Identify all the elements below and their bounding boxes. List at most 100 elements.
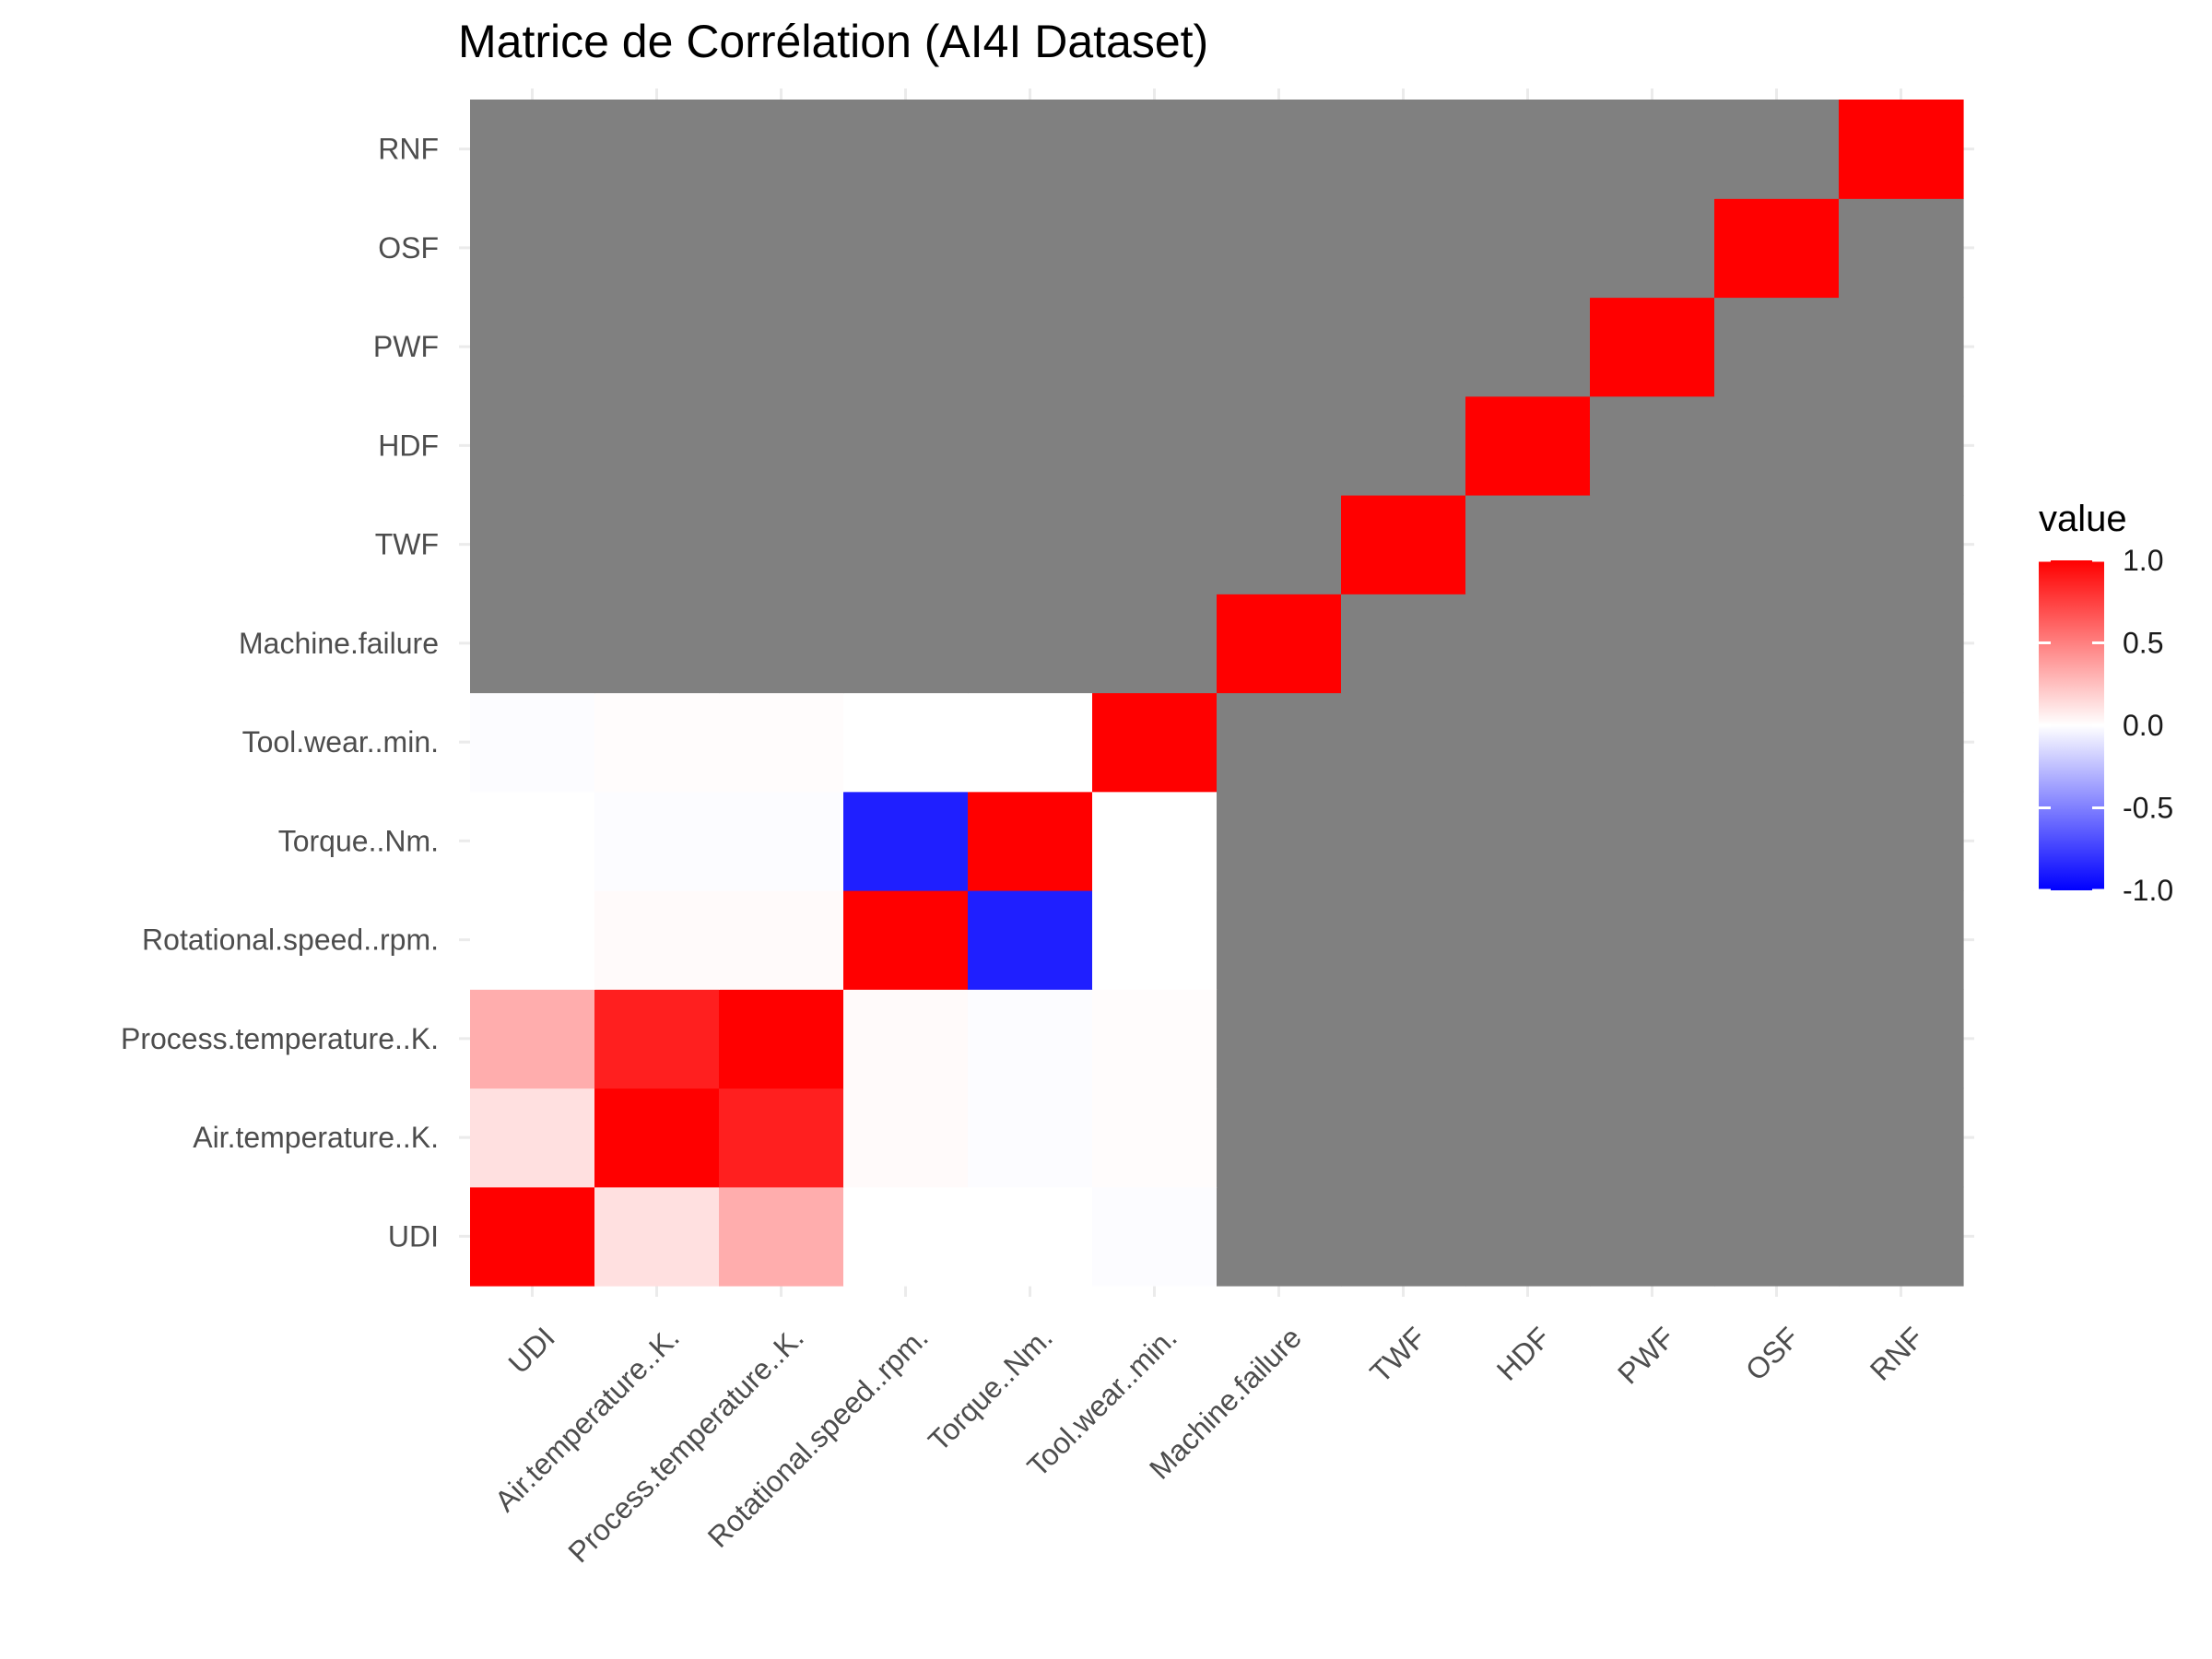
- cell-tool-wear-min-udi: [470, 692, 595, 793]
- cell-air-temperature-k-tool-wear-min: [1092, 1088, 1218, 1188]
- cell-torque-nm-rotational-speed-rpm: [843, 791, 969, 891]
- cell-machine-failure-hdf: [1465, 594, 1591, 694]
- legend-label: 0.0: [2123, 709, 2163, 742]
- heatmap-cells: [470, 100, 1964, 1287]
- cell-rotational-speed-rpm-tool-wear-min: [1092, 890, 1218, 990]
- y-tick-label-udi: UDI: [388, 1219, 439, 1253]
- cell-machine-failure-rnf: [1839, 594, 1964, 694]
- cell-hdf-process-temperature-k: [719, 395, 844, 496]
- cell-hdf-twf: [1341, 395, 1466, 496]
- cell-hdf-machine-failure: [1217, 395, 1342, 496]
- cell-rnf-osf: [1714, 100, 1840, 199]
- cell-air-temperature-k-hdf: [1465, 1088, 1591, 1188]
- color-legend: value 1.0 0.5 0.0 -0.5 -1.0: [2039, 499, 2173, 907]
- cell-process-temperature-k-udi: [470, 989, 595, 1089]
- cell-rotational-speed-rpm-air-temperature-k: [594, 890, 720, 990]
- cell-pwf-pwf: [1590, 297, 1715, 397]
- cell-udi-machine-failure: [1217, 1186, 1342, 1287]
- cell-air-temperature-k-twf: [1341, 1088, 1466, 1188]
- cell-pwf-udi: [470, 297, 595, 397]
- cell-torque-nm-machine-failure: [1217, 791, 1342, 891]
- x-tick-label-pwf: PWF: [1611, 1321, 1681, 1391]
- cell-rnf-pwf: [1590, 100, 1715, 199]
- cell-torque-nm-rnf: [1839, 791, 1964, 891]
- cell-pwf-torque-nm: [968, 297, 1093, 397]
- cell-rnf-tool-wear-min: [1092, 100, 1218, 199]
- cell-udi-rnf: [1839, 1186, 1964, 1287]
- y-tick-label-pwf: PWF: [373, 330, 439, 363]
- cell-udi-twf: [1341, 1186, 1466, 1287]
- cell-torque-nm-torque-nm: [968, 791, 1093, 891]
- cell-udi-udi: [470, 1186, 595, 1287]
- cell-tool-wear-min-pwf: [1590, 692, 1715, 793]
- cell-tool-wear-min-twf: [1341, 692, 1466, 793]
- cell-rotational-speed-rpm-pwf: [1590, 890, 1715, 990]
- cell-machine-failure-machine-failure: [1217, 594, 1342, 694]
- cell-hdf-tool-wear-min: [1092, 395, 1218, 496]
- cell-tool-wear-min-machine-failure: [1217, 692, 1342, 793]
- cell-udi-tool-wear-min: [1092, 1186, 1218, 1287]
- cell-osf-udi: [470, 198, 595, 299]
- cell-tool-wear-min-osf: [1714, 692, 1840, 793]
- cell-machine-failure-twf: [1341, 594, 1466, 694]
- x-tick-label-rnf: RNF: [1864, 1321, 1930, 1387]
- x-tick-label-process-temperature-k: Process.temperature..K.: [561, 1321, 809, 1569]
- cell-torque-nm-udi: [470, 791, 595, 891]
- y-tick-label-hdf: HDF: [378, 429, 439, 462]
- cell-hdf-air-temperature-k: [594, 395, 720, 496]
- cell-osf-tool-wear-min: [1092, 198, 1218, 299]
- cell-machine-failure-rotational-speed-rpm: [843, 594, 969, 694]
- cell-osf-pwf: [1590, 198, 1715, 299]
- cell-rnf-udi: [470, 100, 595, 199]
- cell-air-temperature-k-osf: [1714, 1088, 1840, 1188]
- cell-osf-osf: [1714, 198, 1840, 299]
- cell-torque-nm-twf: [1341, 791, 1466, 891]
- cell-osf-process-temperature-k: [719, 198, 844, 299]
- cell-osf-hdf: [1465, 198, 1591, 299]
- cell-process-temperature-k-hdf: [1465, 989, 1591, 1089]
- cell-osf-torque-nm: [968, 198, 1093, 299]
- cell-udi-air-temperature-k: [594, 1186, 720, 1287]
- cell-rotational-speed-rpm-twf: [1341, 890, 1466, 990]
- cell-udi-pwf: [1590, 1186, 1715, 1287]
- cell-twf-hdf: [1465, 495, 1591, 594]
- cell-air-temperature-k-machine-failure: [1217, 1088, 1342, 1188]
- cell-pwf-hdf: [1465, 297, 1591, 397]
- cell-pwf-rnf: [1839, 297, 1964, 397]
- x-tick-label-twf: TWF: [1363, 1321, 1431, 1389]
- cell-machine-failure-air-temperature-k: [594, 594, 720, 694]
- cell-process-temperature-k-osf: [1714, 989, 1840, 1089]
- cell-twf-osf: [1714, 495, 1840, 594]
- y-axis-tick-labels: UDI Air.temperature..K. Process.temperatur…: [121, 133, 439, 1253]
- cell-pwf-air-temperature-k: [594, 297, 720, 397]
- cell-osf-rotational-speed-rpm: [843, 198, 969, 299]
- cell-twf-tool-wear-min: [1092, 495, 1218, 594]
- cell-machine-failure-pwf: [1590, 594, 1715, 694]
- cell-rotational-speed-rpm-machine-failure: [1217, 890, 1342, 990]
- cell-udi-osf: [1714, 1186, 1840, 1287]
- cell-rotational-speed-rpm-hdf: [1465, 890, 1591, 990]
- cell-tool-wear-min-tool-wear-min: [1092, 692, 1218, 793]
- y-tick-label-rotational-speed-rpm: Rotational.speed..rpm.: [142, 924, 439, 957]
- cell-hdf-torque-nm: [968, 395, 1093, 496]
- cell-twf-udi: [470, 495, 595, 594]
- legend-title: value: [2039, 499, 2127, 539]
- cell-udi-rotational-speed-rpm: [843, 1186, 969, 1287]
- cell-air-temperature-k-torque-nm: [968, 1088, 1093, 1188]
- cell-air-temperature-k-air-temperature-k: [594, 1088, 720, 1188]
- cell-twf-pwf: [1590, 495, 1715, 594]
- cell-machine-failure-process-temperature-k: [719, 594, 844, 694]
- cell-rnf-rnf: [1839, 100, 1964, 199]
- cell-hdf-osf: [1714, 395, 1840, 496]
- cell-hdf-hdf: [1465, 395, 1591, 496]
- cell-rotational-speed-rpm-udi: [470, 890, 595, 990]
- cell-rnf-air-temperature-k: [594, 100, 720, 199]
- cell-process-temperature-k-twf: [1341, 989, 1466, 1089]
- legend-label: -1.0: [2123, 874, 2173, 907]
- cell-pwf-machine-failure: [1217, 297, 1342, 397]
- cell-torque-nm-hdf: [1465, 791, 1591, 891]
- cell-twf-air-temperature-k: [594, 495, 720, 594]
- cell-rotational-speed-rpm-rnf: [1839, 890, 1964, 990]
- cell-hdf-pwf: [1590, 395, 1715, 496]
